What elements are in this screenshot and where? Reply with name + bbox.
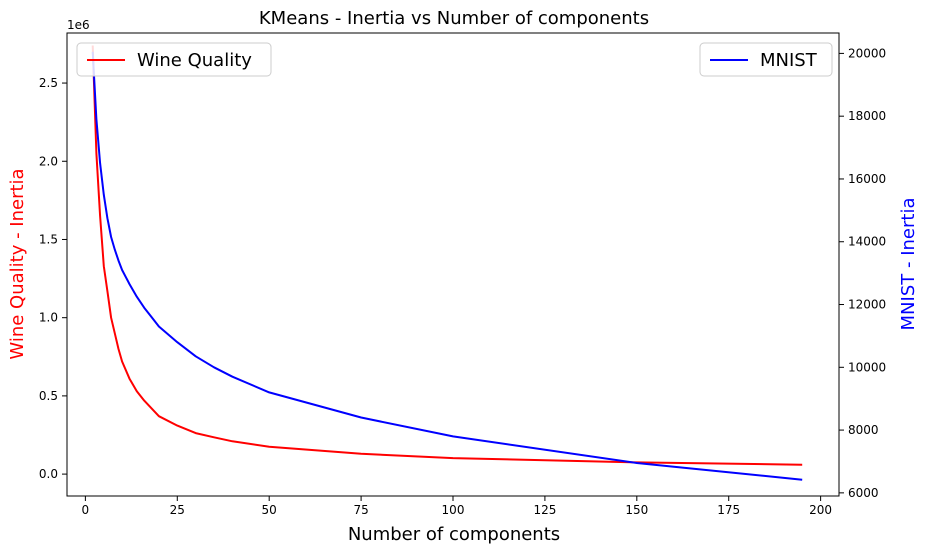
left-y-tick-label: 2.5 — [39, 76, 58, 90]
right-y-axis-label: MNIST - Inertia — [898, 198, 919, 331]
x-tick-label: 200 — [809, 503, 832, 517]
mnist-legend: MNIST — [699, 42, 833, 77]
right-y-tick-label: 20000 — [848, 46, 886, 60]
wine-quality-series-line — [91, 45, 803, 466]
legend-box — [76, 42, 272, 77]
x-tick-label: 100 — [442, 503, 465, 517]
left-axis-offset-text: 1e6 — [67, 18, 90, 32]
left-y-tick-label: 1.5 — [39, 232, 58, 246]
legend-label: Wine Quality — [137, 50, 252, 71]
left-y-tick-label: 0.0 — [39, 467, 58, 481]
x-tick-label: 150 — [625, 503, 648, 517]
mnist-series-line — [91, 51, 803, 481]
x-tick-label: 75 — [353, 503, 368, 517]
right-y-tick-label: 18000 — [848, 109, 886, 123]
left-y-tick-label: 2.0 — [39, 154, 58, 168]
right-y-tick-label: 6000 — [848, 486, 879, 500]
left-y-tick-label: 1.0 — [39, 311, 58, 325]
legend-box — [699, 42, 833, 77]
legend-label: MNIST — [760, 50, 818, 71]
left-y-tick-label: 0.5 — [39, 389, 58, 403]
plot-area: 0 25 50 75 100 125 150 175 200 0.0 0.5 1.0 1.5 2.0 2.5… — [39, 32, 886, 517]
right-y-tick-label: 10000 — [848, 360, 886, 374]
left-y-axis-label: Wine Quality - Inertia — [7, 168, 28, 359]
x-tick-label: 0 — [82, 503, 90, 517]
right-y-tick-label: 8000 — [848, 423, 879, 437]
x-tick-label: 175 — [717, 503, 740, 517]
x-axis-label: Number of components — [348, 524, 560, 545]
wine-quality-legend: Wine Quality — [76, 42, 272, 77]
right-y-tick-label: 12000 — [848, 298, 886, 312]
right-y-tick-label: 16000 — [848, 172, 886, 186]
chart-title: KMeans - Inertia vs Number of components — [259, 8, 649, 29]
x-tick-label: 25 — [170, 503, 185, 517]
x-tick-label: 125 — [533, 503, 556, 517]
right-y-tick-label: 14000 — [848, 235, 886, 249]
x-tick-label: 50 — [262, 503, 277, 517]
